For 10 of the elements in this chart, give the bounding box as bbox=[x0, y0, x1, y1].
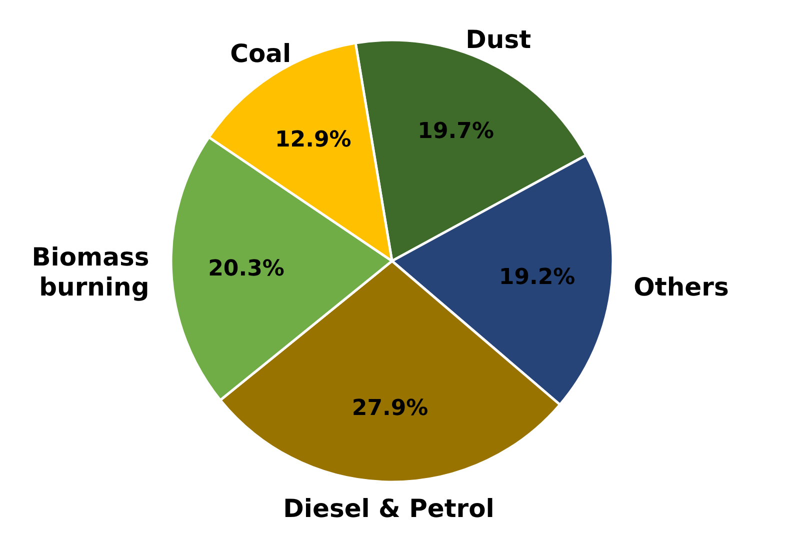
data-label: 19.2% bbox=[498, 265, 576, 290]
slice-label: Coal bbox=[230, 39, 292, 68]
slice-label: Biomass burning bbox=[32, 242, 150, 302]
slice-label: Dust bbox=[466, 24, 532, 54]
slice-label: Diesel & Petrol bbox=[283, 494, 494, 523]
data-label: 19.7% bbox=[418, 118, 494, 144]
data-label: 12.9% bbox=[274, 127, 352, 152]
slice-label: Others bbox=[634, 272, 729, 302]
data-label: 20.3% bbox=[208, 256, 284, 282]
data-label: 27.9% bbox=[352, 396, 428, 421]
